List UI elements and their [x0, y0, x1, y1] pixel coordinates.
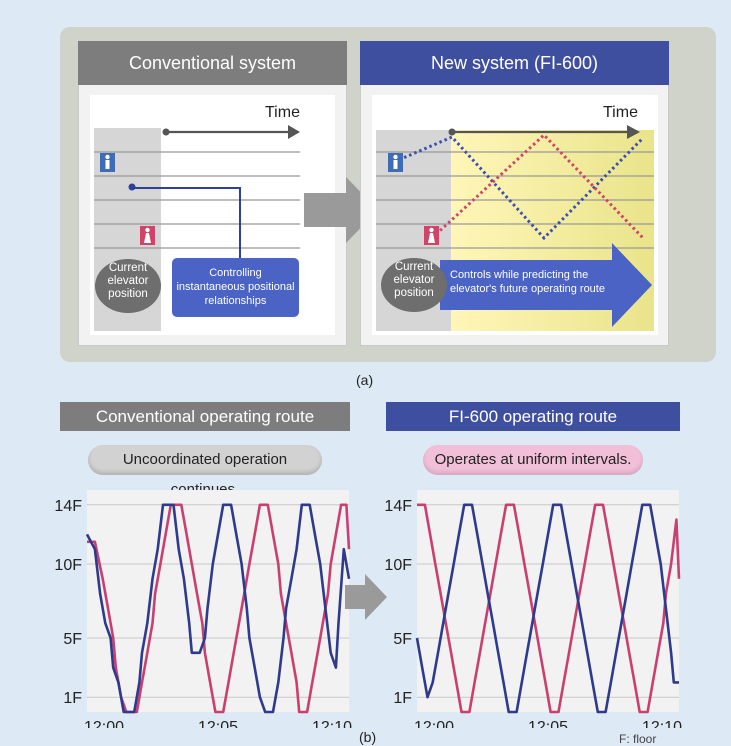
- y-tick-label: 1F: [393, 690, 412, 707]
- conventional-route-header: Conventional operating route: [60, 402, 350, 431]
- route-line-red: [87, 503, 351, 714]
- male-person-icon: [388, 153, 403, 172]
- y-tick-label: 5F: [63, 631, 82, 648]
- current-position-label-new: Current elevator position: [393, 261, 435, 299]
- conventional-status-pill: Uncoordinated operation continues.: [88, 445, 322, 498]
- current-position-label-conventional: Current elevator position: [107, 262, 149, 300]
- x-tick-label: 12:00: [414, 719, 454, 728]
- conventional-system-title: Conventional system: [78, 41, 347, 85]
- y-tick-label: 10F: [54, 557, 82, 574]
- fi600-status-pill: Operates at uniform intervals.: [423, 445, 643, 475]
- time-label-new: Time: [603, 104, 638, 121]
- y-tick-label: 10F: [384, 557, 412, 574]
- route-line-blue: [85, 503, 351, 714]
- y-tick-label: 14F: [54, 498, 82, 515]
- y-tick-label: 5F: [393, 631, 412, 648]
- caption-b: (b): [359, 729, 377, 745]
- y-tick-label: 1F: [63, 690, 82, 707]
- female-person-icon: [424, 226, 439, 245]
- predicted-route-blue: [393, 135, 645, 241]
- y-tick-label: 14F: [384, 498, 412, 515]
- now-marker: [448, 128, 456, 136]
- now-marker: [162, 128, 170, 136]
- floor-footnote: F: floor: [619, 732, 657, 746]
- female-person-icon: [140, 226, 155, 245]
- current-position-oval: [381, 258, 447, 312]
- fi600-route-chart: 1F 5F 10F 14F 12:00 12:05 12:10: [384, 490, 682, 728]
- new-system-diagram: [372, 95, 658, 335]
- transition-arrow: [304, 177, 378, 243]
- fi600-route-header: FI-600 operating route: [386, 402, 680, 431]
- route-line-blue: [415, 503, 679, 714]
- elevator-dot: [128, 183, 136, 191]
- time-arrowhead: [288, 125, 300, 139]
- time-label-conventional: Time: [265, 104, 300, 121]
- time-arrowhead: [627, 125, 640, 139]
- conventional-route-chart: 1F 5F 10F 14F 12:00 12:05 12:10: [54, 490, 352, 728]
- current-position-oval: [95, 259, 161, 313]
- route-line-red: [417, 503, 681, 714]
- prediction-arrow: [440, 243, 652, 327]
- control-label-box: [172, 258, 299, 317]
- control-label-new: Controls while predicting the elevator's…: [450, 269, 605, 295]
- caption-a: (a): [356, 372, 374, 388]
- plot-area: [87, 490, 349, 712]
- new-system-title: New system (FI-600): [360, 41, 669, 85]
- x-tick-label: 12:00: [84, 719, 124, 728]
- predicted-route-red: [430, 132, 645, 240]
- x-tick-label: 12:05: [198, 719, 238, 728]
- x-tick-label: 12:10: [642, 719, 682, 728]
- x-tick-label: 12:05: [528, 719, 568, 728]
- x-tick-label: 12:10: [312, 719, 352, 728]
- floor-lines: [94, 151, 300, 249]
- conventional-diagram: [94, 125, 300, 331]
- chart-transition-arrow: [345, 574, 387, 620]
- male-person-icon: [100, 153, 115, 172]
- control-label-conventional: Controlling instantaneous positional rel…: [176, 267, 295, 307]
